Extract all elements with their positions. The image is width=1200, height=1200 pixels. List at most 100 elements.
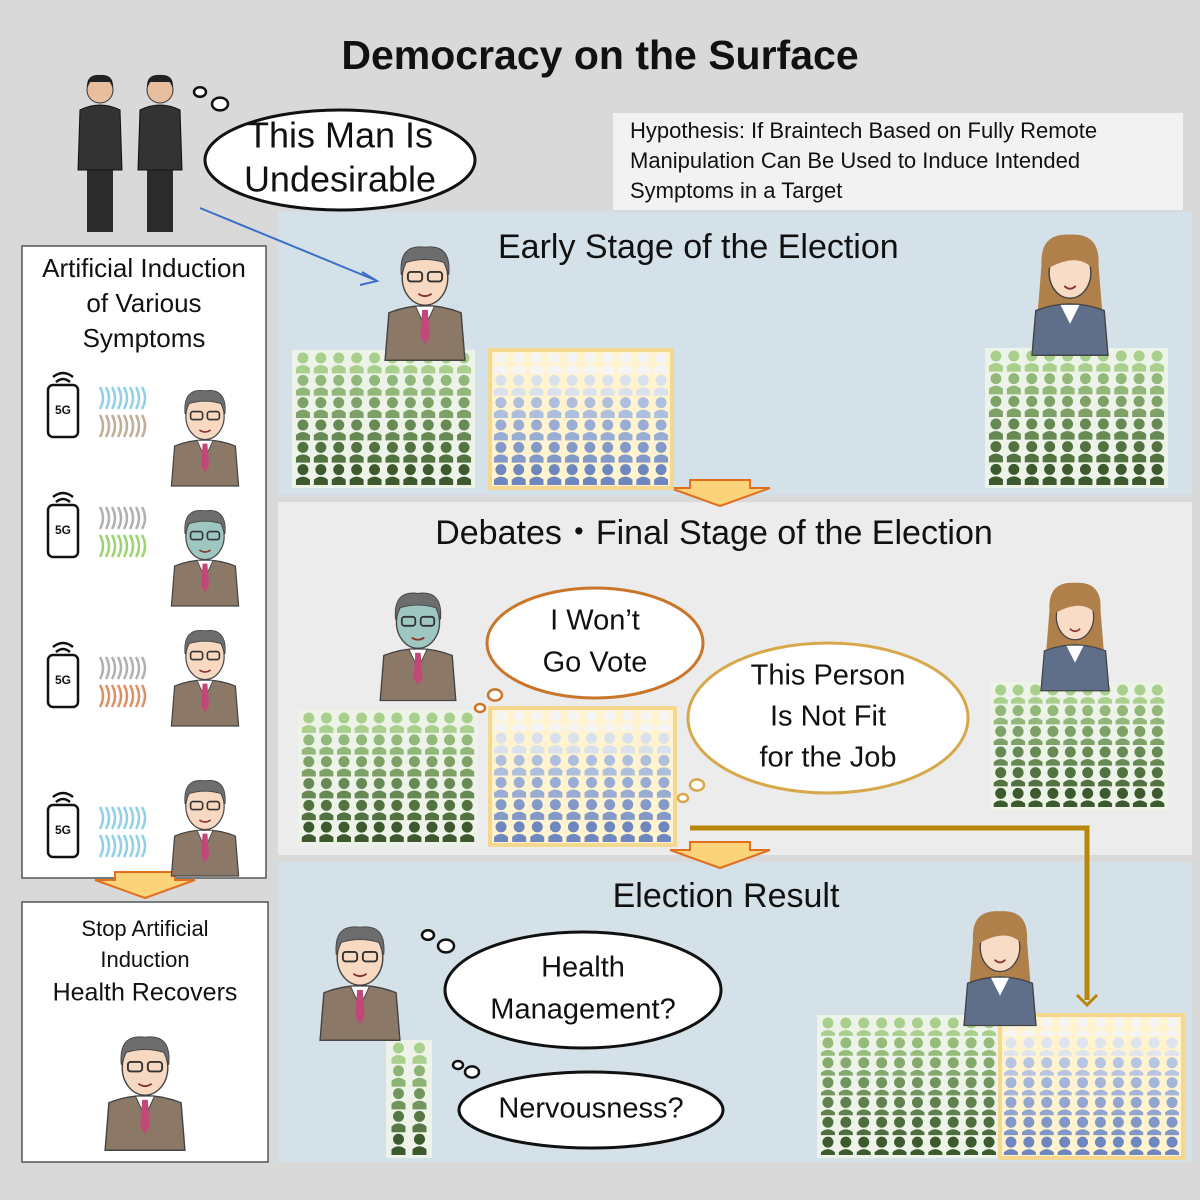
voter-body	[389, 768, 404, 777]
voter-body	[403, 387, 418, 396]
voter-head	[1044, 373, 1056, 385]
voter-head	[444, 799, 456, 811]
voter-head	[1026, 373, 1038, 385]
voter-head	[393, 1133, 404, 1145]
mouth	[198, 549, 212, 553]
voter-head	[894, 1017, 906, 1029]
voter-head	[414, 1110, 425, 1122]
voter-body	[1060, 385, 1075, 395]
voter-body	[1006, 453, 1021, 463]
voter-head	[840, 1017, 852, 1029]
voter-head	[1047, 767, 1059, 779]
voter-body	[354, 812, 369, 821]
candidate	[170, 630, 240, 727]
hair	[394, 592, 442, 620]
voter-head	[983, 1136, 995, 1148]
voter-body	[582, 432, 597, 441]
wave	[140, 534, 147, 558]
bubble-tail	[436, 938, 456, 954]
voter-head	[567, 799, 579, 811]
voter-body	[1165, 1149, 1180, 1155]
voter-head	[1117, 746, 1128, 758]
voter-body	[874, 1149, 889, 1155]
voter-head	[929, 1017, 941, 1029]
voter-body	[1129, 1109, 1144, 1116]
voter-body	[337, 812, 351, 821]
panel-title: Symptoms	[83, 323, 206, 353]
voter-body	[892, 1069, 907, 1076]
voter-head	[876, 1037, 888, 1049]
voter-body	[982, 1149, 997, 1155]
voter-body	[565, 432, 580, 441]
voter-body	[1039, 1149, 1054, 1155]
voter-body	[892, 1149, 907, 1155]
voter-head	[495, 754, 507, 766]
voter-head	[983, 1057, 995, 1069]
voter-body	[337, 790, 351, 799]
voter-head	[333, 464, 345, 476]
voter-head	[602, 397, 614, 409]
voter-body	[1111, 1030, 1126, 1036]
voter-body	[494, 789, 509, 798]
voter-body	[982, 1089, 997, 1096]
wave	[134, 534, 141, 558]
voter-body	[874, 1109, 889, 1116]
voter-body	[982, 1109, 997, 1116]
voter-body	[1096, 431, 1111, 440]
voter-body	[964, 1129, 979, 1136]
jacket	[77, 104, 123, 171]
voter-body	[403, 454, 418, 463]
voter-body	[928, 1030, 943, 1036]
voter-body	[421, 432, 436, 441]
voter-body	[425, 790, 439, 799]
voter-body	[367, 454, 382, 463]
voter-body	[565, 409, 580, 418]
voter-head	[1134, 787, 1146, 799]
voter-head	[947, 1116, 959, 1128]
voter-head	[1151, 787, 1163, 799]
voter-head	[1148, 1057, 1160, 1069]
voter-head	[426, 734, 438, 746]
voter-head	[458, 374, 470, 386]
voter-body	[354, 790, 369, 799]
voter-head	[549, 821, 561, 833]
voter-body	[1115, 779, 1130, 787]
voter-body	[548, 811, 563, 820]
glasses	[206, 410, 221, 421]
voter-head	[1117, 684, 1128, 696]
voter-body	[403, 409, 418, 418]
blouse	[991, 977, 1009, 996]
voter-head	[1059, 1057, 1071, 1069]
voter-body	[620, 811, 635, 820]
voter-head	[658, 821, 670, 833]
voter-head	[1041, 1057, 1053, 1069]
voter-head	[1077, 1116, 1089, 1128]
voter-body	[1129, 1069, 1144, 1076]
voter-head	[1077, 1136, 1089, 1148]
voter-body	[600, 409, 615, 418]
voter-head	[894, 1057, 906, 1069]
voter-body	[337, 725, 351, 733]
mouth	[417, 292, 433, 298]
wave	[98, 534, 105, 558]
voter-head	[1064, 705, 1076, 717]
voter-body	[988, 385, 1003, 395]
voter-body	[421, 365, 436, 374]
voter-head	[315, 397, 327, 409]
voter-head	[965, 1096, 977, 1108]
voter-head	[1099, 705, 1111, 717]
voter-body	[1028, 779, 1043, 787]
voter-head	[965, 1116, 977, 1128]
voter-head	[1117, 725, 1128, 737]
voter-head	[1099, 725, 1111, 737]
voter-head	[840, 1077, 852, 1089]
voter-body	[1028, 717, 1043, 725]
voter-body	[1111, 1089, 1126, 1096]
voter-body	[1114, 453, 1129, 463]
voter-head	[1134, 705, 1146, 717]
bubble-text: Health	[541, 952, 625, 984]
voter-head	[1008, 373, 1020, 385]
voter-body	[874, 1049, 889, 1056]
voter-head	[495, 374, 507, 386]
voter-head	[422, 441, 434, 453]
